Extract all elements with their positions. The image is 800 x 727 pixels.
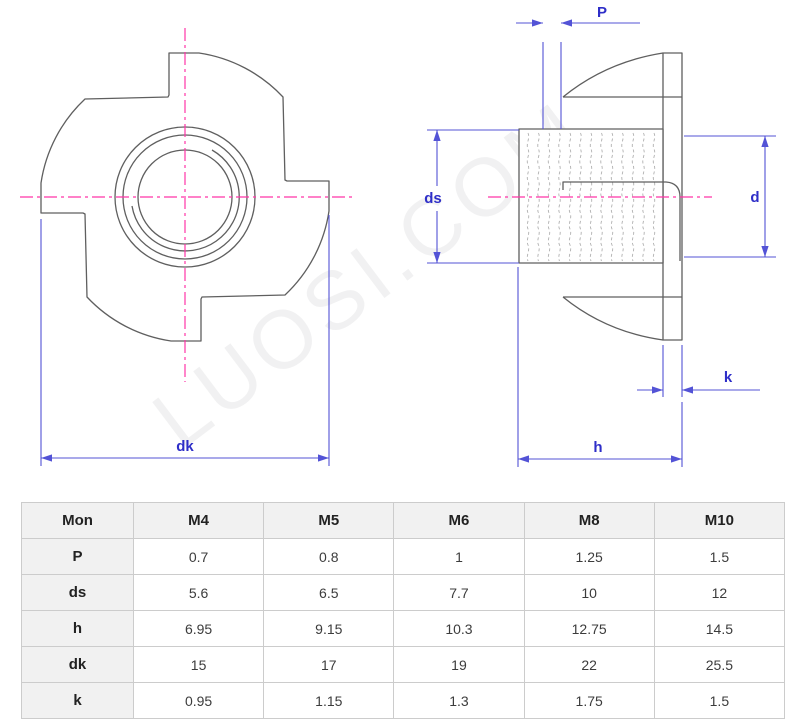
cell: 12 [653, 574, 786, 611]
slot-line [562, 181, 681, 261]
col-header-m4: M4 [132, 502, 265, 539]
technical-drawing: dk P [20, 4, 776, 467]
table-row-ds: ds 5.6 6.5 7.7 10 12 [21, 574, 786, 611]
col-header-m8: M8 [523, 502, 655, 539]
table-row-h: h 6.95 9.15 10.3 12.75 14.5 [21, 610, 786, 647]
cell: 1.5 [653, 682, 786, 719]
table-row-dk: dk 15 17 19 22 25.5 [21, 646, 786, 683]
dimension-h: h [517, 267, 683, 467]
col-header-m6: M6 [393, 502, 525, 539]
cell: 1.5 [653, 538, 786, 575]
table-row-k: k 0.95 1.15 1.3 1.75 1.5 [21, 682, 786, 719]
cell: 0.7 [132, 538, 265, 575]
cell: 25.5 [653, 646, 786, 683]
cell: 6.95 [132, 610, 265, 647]
col-header-m5: M5 [263, 502, 395, 539]
dimension-dk: dk [40, 215, 330, 466]
cell: 1.15 [263, 682, 395, 719]
cell: 9.15 [263, 610, 395, 647]
col-header-mon: Mon [21, 502, 134, 539]
cell: 1.75 [523, 682, 655, 719]
row-label: ds [21, 574, 134, 611]
row-label: P [21, 538, 134, 575]
row-label: dk [21, 646, 134, 683]
row-label: k [21, 682, 134, 719]
dk-label: dk [176, 438, 194, 455]
top-prong [562, 52, 682, 98]
dimension-k: k [637, 345, 760, 397]
cell: 6.5 [263, 574, 395, 611]
p-label: P [597, 4, 607, 21]
front-view: dk [20, 28, 352, 466]
cell: 0.8 [263, 538, 395, 575]
spec-table: Mon M4 M5 M6 M8 M10 P 0.7 0.8 1 1.25 1.5… [21, 502, 786, 719]
dimension-ds: ds [424, 129, 519, 264]
side-view: P ds d k h [424, 4, 776, 467]
col-header-m10: M10 [653, 502, 786, 539]
cell: 22 [523, 646, 655, 683]
ds-label: ds [424, 190, 442, 207]
cell: 0.95 [132, 682, 265, 719]
table-row-p: P 0.7 0.8 1 1.25 1.5 [21, 538, 786, 575]
cell: 5.6 [132, 574, 265, 611]
cell: 1.25 [523, 538, 655, 575]
pronged-flange-outline [40, 52, 330, 342]
dimension-p: P [516, 4, 640, 129]
bottom-prong [562, 296, 682, 341]
cell: 14.5 [653, 610, 786, 647]
cell: 15 [132, 646, 265, 683]
d-label: d [750, 189, 759, 206]
row-label: h [21, 610, 134, 647]
cell: 1.3 [393, 682, 525, 719]
cell: 19 [393, 646, 525, 683]
cell: 10.3 [393, 610, 525, 647]
cell: 1 [393, 538, 525, 575]
h-label: h [593, 439, 602, 456]
dimension-d: d [684, 135, 776, 258]
cell: 12.75 [523, 610, 655, 647]
cell: 7.7 [393, 574, 525, 611]
table-header-row: Mon M4 M5 M6 M8 M10 [21, 502, 786, 539]
cell: 17 [263, 646, 395, 683]
thread-major-arc [131, 149, 240, 252]
cell: 10 [523, 574, 655, 611]
k-label: k [724, 369, 733, 386]
